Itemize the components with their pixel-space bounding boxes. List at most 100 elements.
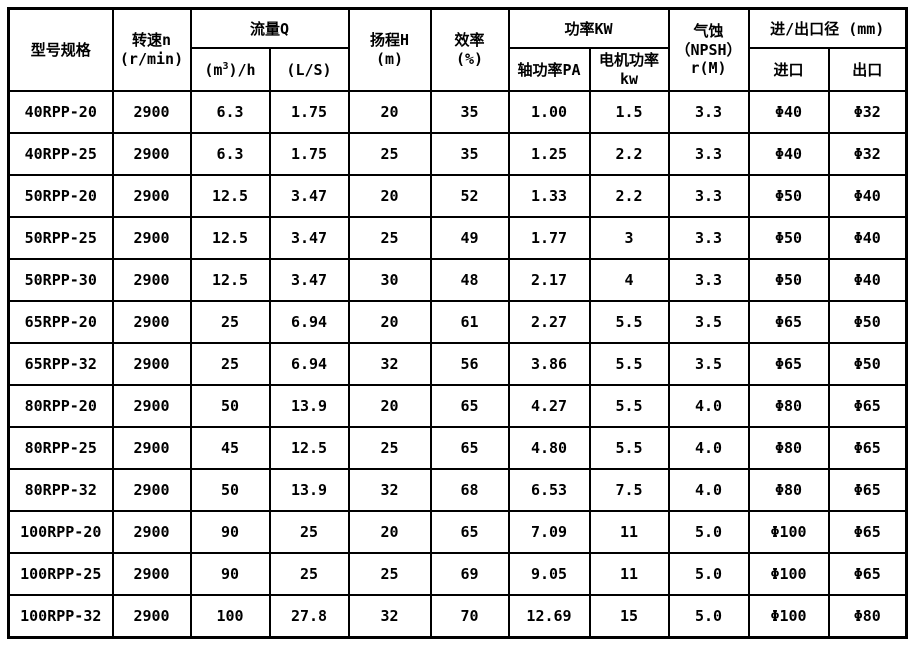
cell-head: 20 [347, 510, 432, 554]
table-row: 80RPP-20 2900 50 13.9 20 65 4.27 5.5 4.0 Φ80 Φ65 [7, 384, 908, 428]
cell-model: 65RPP-20 [7, 300, 114, 344]
cell-npsh: 3.3 [667, 90, 750, 134]
cell-outlet: Φ65 [827, 384, 908, 428]
cell-flow-ls: 1.75 [268, 132, 350, 176]
header-shaft-power: 轴功率PA [507, 47, 591, 92]
cell-speed: 2900 [111, 216, 192, 260]
header-inlet-outlet-group-label: 进/出口径 (mm) [770, 20, 885, 38]
table-row: 50RPP-30 2900 12.5 3.47 30 48 2.17 4 3.3 Φ50 Φ40 [7, 258, 908, 302]
cell-model: 65RPP-32 [7, 342, 114, 386]
cell-motor-power: 1.5 [588, 90, 670, 134]
cell-model: 50RPP-30 [7, 258, 114, 302]
table-row: 65RPP-32 2900 25 6.94 32 56 3.86 5.5 3.5 Φ65 Φ50 [7, 342, 908, 386]
cell-model: 100RPP-25 [7, 552, 114, 596]
cell-shaft-power: 12.69 [507, 594, 591, 639]
cell-head: 32 [347, 342, 432, 386]
cell-inlet: Φ80 [747, 384, 830, 428]
cell-outlet: Φ50 [827, 300, 908, 344]
cell-shaft-power: 1.77 [507, 216, 591, 260]
header-flow-m3h-sup: 3 [222, 60, 229, 72]
cell-head: 25 [347, 552, 432, 596]
cell-shaft-power: 1.00 [507, 90, 591, 134]
cell-motor-power: 3 [588, 216, 670, 260]
header-motor-power-line2: kw [619, 69, 639, 88]
header-model-label: 型号规格 [30, 40, 91, 59]
cell-efficiency: 35 [429, 132, 510, 176]
header-efficiency-line1: 效率 [454, 31, 485, 50]
header-outlet: 出口 [827, 47, 908, 92]
header-power-group-label: 功率KW [564, 20, 613, 38]
cell-npsh: 3.3 [667, 174, 750, 218]
cell-flow-m3h: 50 [189, 384, 271, 428]
cell-npsh: 3.3 [667, 216, 750, 260]
cell-flow-ls: 6.94 [268, 300, 350, 344]
cell-inlet: Φ100 [747, 510, 830, 554]
cell-npsh: 5.0 [667, 552, 750, 596]
cell-motor-power: 11 [588, 510, 670, 554]
header-shaft-power-label: 轴功率PA [517, 61, 581, 79]
cell-motor-power: 5.5 [588, 426, 670, 470]
cell-npsh: 3.3 [667, 132, 750, 176]
table-row: 80RPP-32 2900 50 13.9 32 68 6.53 7.5 4.0 Φ80 Φ65 [7, 468, 908, 512]
cell-speed: 2900 [111, 426, 192, 470]
table-row: 40RPP-25 2900 6.3 1.75 25 35 1.25 2.2 3.3 Φ40 Φ32 [7, 132, 908, 176]
cell-shaft-power: 9.05 [507, 552, 591, 596]
cell-model: 100RPP-20 [7, 510, 114, 554]
cell-outlet: Φ32 [827, 132, 908, 176]
cell-inlet: Φ80 [747, 468, 830, 512]
cell-flow-ls: 25 [268, 552, 350, 596]
cell-model: 80RPP-32 [7, 468, 114, 512]
cell-efficiency: 68 [429, 468, 510, 512]
cell-speed: 2900 [111, 594, 192, 639]
table-row: 65RPP-20 2900 25 6.94 20 61 2.27 5.5 3.5 Φ65 Φ50 [7, 300, 908, 344]
cell-shaft-power: 2.27 [507, 300, 591, 344]
table-row: 80RPP-25 2900 45 12.5 25 65 4.80 5.5 4.0 Φ80 Φ65 [7, 426, 908, 470]
cell-motor-power: 15 [588, 594, 670, 639]
cell-outlet: Φ65 [827, 552, 908, 596]
cell-npsh: 4.0 [667, 384, 750, 428]
cell-inlet: Φ40 [747, 90, 830, 134]
cell-flow-m3h: 12.5 [189, 174, 271, 218]
header-flow-ls-label: (L/S) [286, 60, 332, 79]
header-motor-power: 电机功率 kw [588, 47, 670, 92]
cell-inlet: Φ65 [747, 300, 830, 344]
cell-npsh: 5.0 [667, 510, 750, 554]
cell-inlet: Φ100 [747, 594, 830, 639]
header-motor-power-line1: 电机功率 [598, 50, 659, 69]
cell-efficiency: 70 [429, 594, 510, 639]
cell-inlet: Φ50 [747, 258, 830, 302]
cell-speed: 2900 [111, 300, 192, 344]
cell-efficiency: 65 [429, 426, 510, 470]
cell-motor-power: 4 [588, 258, 670, 302]
table-body: 40RPP-20 2900 6.3 1.75 20 35 1.00 1.5 3.3 Φ40 Φ32 4… [7, 90, 908, 639]
cell-speed: 2900 [111, 384, 192, 428]
table-row: 50RPP-25 2900 12.5 3.47 25 49 1.77 3 3.3 Φ50 Φ40 [7, 216, 908, 260]
cell-npsh: 4.0 [667, 426, 750, 470]
cell-flow-ls: 12.5 [268, 426, 350, 470]
table-row: 50RPP-20 2900 12.5 3.47 20 52 1.33 2.2 3.3 Φ50 Φ40 [7, 174, 908, 218]
cell-efficiency: 35 [429, 90, 510, 134]
cell-inlet: Φ40 [747, 132, 830, 176]
table-row: 100RPP-20 2900 90 25 20 65 7.09 11 5.0 Φ100 Φ65 [7, 510, 908, 554]
cell-head: 30 [347, 258, 432, 302]
cell-motor-power: 5.5 [588, 300, 670, 344]
header-npsh-line2: （NPSH） [675, 40, 742, 59]
cell-shaft-power: 6.53 [507, 468, 591, 512]
cell-shaft-power: 1.25 [507, 132, 591, 176]
cell-speed: 2900 [111, 174, 192, 218]
cell-shaft-power: 2.17 [507, 258, 591, 302]
cell-shaft-power: 4.27 [507, 384, 591, 428]
cell-speed: 2900 [111, 342, 192, 386]
cell-speed: 2900 [111, 90, 192, 134]
cell-flow-m3h: 100 [189, 594, 271, 639]
cell-flow-ls: 13.9 [268, 384, 350, 428]
cell-motor-power: 5.5 [588, 342, 670, 386]
cell-outlet: Φ65 [827, 426, 908, 470]
header-inlet-label: 进口 [773, 61, 804, 79]
cell-efficiency: 56 [429, 342, 510, 386]
cell-flow-m3h: 25 [189, 342, 271, 386]
cell-head: 25 [347, 132, 432, 176]
cell-efficiency: 48 [429, 258, 510, 302]
cell-flow-m3h: 12.5 [189, 216, 271, 260]
cell-motor-power: 7.5 [588, 468, 670, 512]
